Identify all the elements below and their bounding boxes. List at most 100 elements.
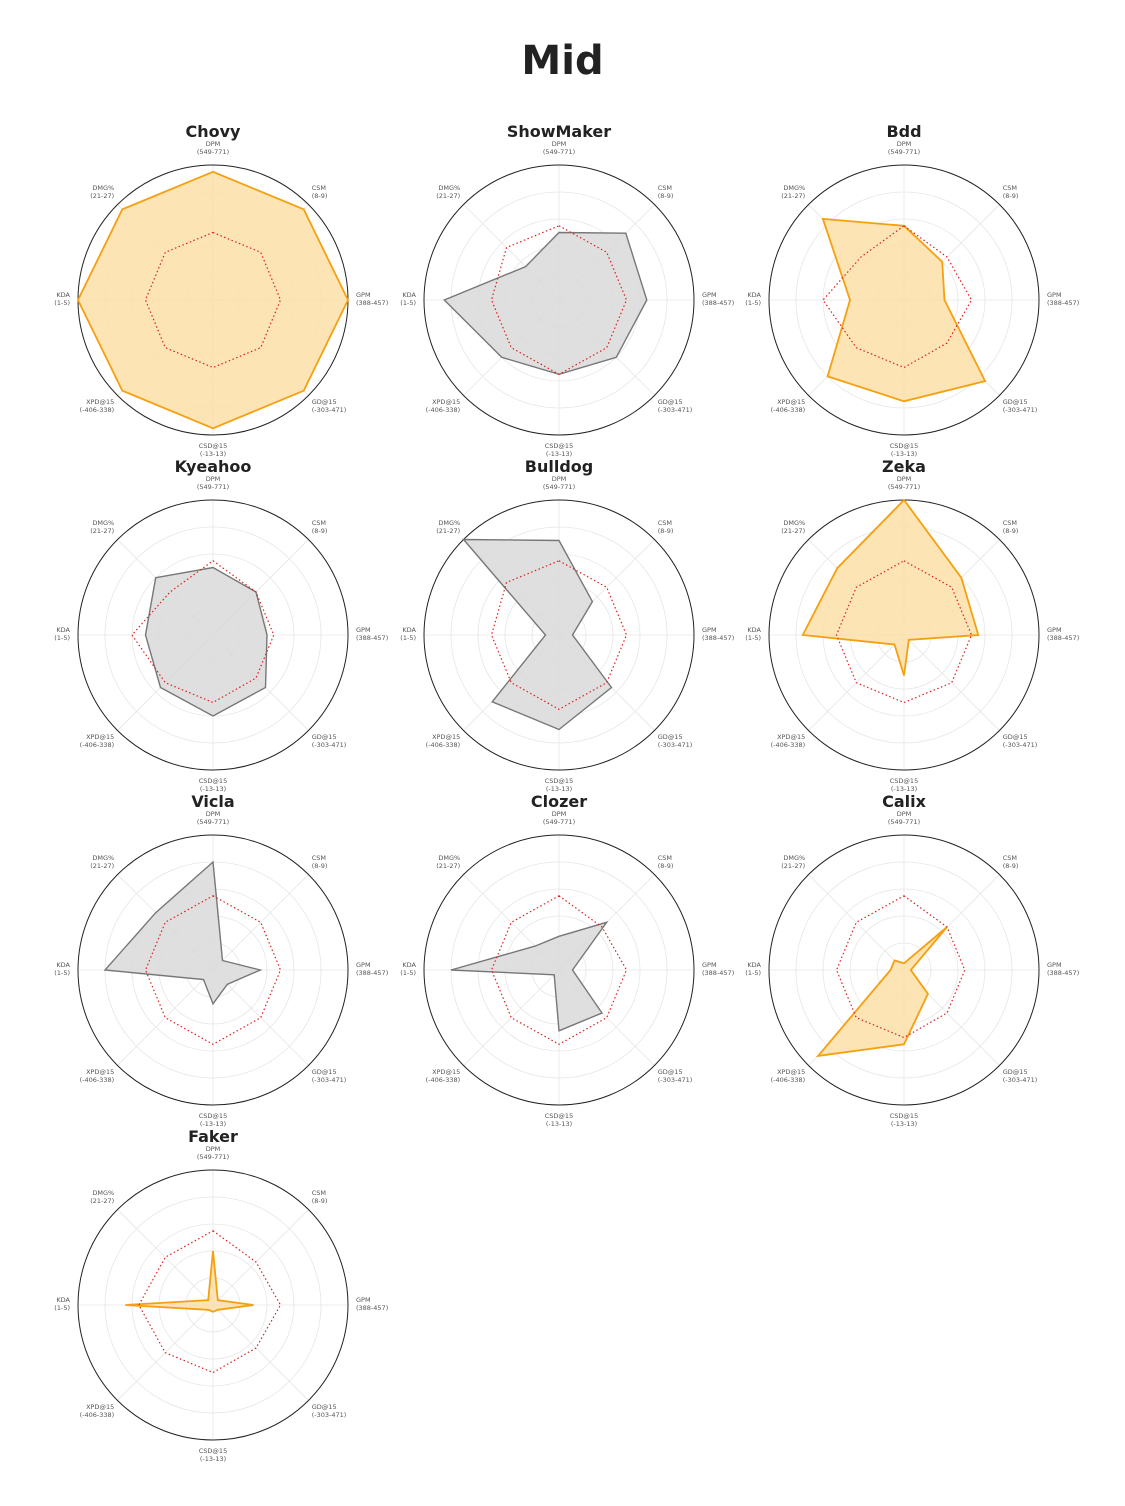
axis-label-name: GD@15: [312, 1068, 337, 1076]
average-polygon: [490, 895, 628, 1045]
axis-label-range: (388-457): [702, 299, 734, 307]
axis-label: DPM (549-771): [888, 140, 920, 156]
grid-spoke: [212, 1209, 309, 1306]
axis-label-range: (-13-13): [200, 1120, 226, 1128]
axis-label-name: CSM: [658, 854, 672, 862]
axis-label: GD@15 (-303-471): [1003, 733, 1038, 749]
axis-label-range: (21-27): [90, 192, 114, 200]
grid-spoke: [212, 874, 309, 971]
chart-title: Faker: [188, 1127, 238, 1146]
axis-label-range: (21-27): [436, 527, 460, 535]
axis-label-range: (21-27): [436, 862, 460, 870]
axis-label: CSD@15 (-13-13): [890, 777, 918, 793]
axis-label-range: (-13-13): [891, 785, 917, 793]
axis-label: CSM (8-9): [658, 519, 674, 535]
player-polygon: [443, 231, 648, 376]
axis-label-name: GPM: [702, 961, 717, 969]
axis-label-name: XPD@15: [86, 398, 114, 406]
player-polygon: [125, 1250, 254, 1313]
grid-spoke: [903, 634, 1000, 731]
outer-ring: [423, 164, 695, 436]
average-polygon: [490, 225, 628, 375]
axis-label-name: CSM: [1003, 854, 1017, 862]
axis-label: GPM (388-457): [356, 626, 388, 642]
axis-label-range: (8-9): [1003, 192, 1019, 200]
axis-label-name: GD@15: [312, 733, 337, 741]
axis-label-name: GPM: [356, 626, 371, 634]
axis-label-name: KDA: [56, 961, 70, 969]
axis-label-range: (-13-13): [891, 1120, 917, 1128]
axis-label-range: (549-771): [197, 818, 229, 826]
player-polygon: [801, 498, 980, 676]
chart-title: Clozer: [531, 792, 587, 811]
radar-chart-chovy: DPM (549-771) CSM (8-9) GPM (388-457) GD@15 (-3…: [54, 122, 388, 458]
axis-label: GPM (388-457): [1047, 291, 1079, 307]
radar-chart-bdd: DPM (549-771) CSM (8-9) GPM (388-457) GD@15 (-3…: [745, 122, 1079, 458]
axis-label-range: (8-9): [312, 1197, 328, 1205]
axis-label-name: GPM: [1047, 626, 1062, 634]
axis-label-range: (-303-471): [312, 1076, 347, 1084]
outer-ring: [77, 1169, 349, 1441]
axis-label-range: (549-771): [888, 148, 920, 156]
axis-label-name: DPM: [552, 810, 567, 818]
chart-title: Zeka: [882, 457, 926, 476]
axis-label-range: (-13-13): [546, 1120, 572, 1128]
axis-label: CSD@15 (-13-13): [545, 777, 573, 793]
axis-label-name: DMG%: [92, 184, 114, 192]
axis-label-name: CSD@15: [199, 442, 227, 450]
axis-label-range: (8-9): [658, 192, 674, 200]
axis-label-range: (388-457): [1047, 969, 1079, 977]
axis-label: GPM (388-457): [1047, 961, 1079, 977]
axis-label-name: CSM: [1003, 184, 1017, 192]
axis-label-name: DPM: [897, 140, 912, 148]
axis-label-name: XPD@15: [86, 733, 114, 741]
axis-label: GD@15 (-303-471): [658, 398, 693, 414]
axis-label-name: KDA: [402, 291, 416, 299]
axis-label-range: (-406-338): [426, 1076, 461, 1084]
axis-label-name: DPM: [206, 475, 221, 483]
radar-chart-clozer: DPM (549-771) CSM (8-9) GPM (388-457) GD@15 (-3…: [400, 792, 734, 1128]
axis-label: DPM (549-771): [543, 475, 575, 491]
axis-label: XPD@15 (-406-338): [771, 733, 806, 749]
axis-label-range: (-406-338): [426, 741, 461, 749]
axis-label-range: (8-9): [1003, 527, 1019, 535]
radar-chart-showmaker: DPM (549-771) CSM (8-9) GPM (388-457) GD@15 (-3…: [400, 122, 734, 458]
axis-label-name: GD@15: [1003, 398, 1028, 406]
chart-title: Bdd: [886, 122, 921, 141]
axis-label-range: (549-771): [197, 483, 229, 491]
axis-label-range: (549-771): [543, 148, 575, 156]
axis-label: GPM (388-457): [702, 291, 734, 307]
axis-label-name: DPM: [897, 475, 912, 483]
axis-label: XPD@15 (-406-338): [80, 398, 115, 414]
axis-label-name: KDA: [56, 291, 70, 299]
axis-label-range: (388-457): [1047, 299, 1079, 307]
grid-spoke: [117, 969, 214, 1066]
axis-label-name: DMG%: [783, 854, 805, 862]
axis-label: KDA (1-5): [745, 961, 761, 977]
axis-label-name: CSD@15: [199, 1112, 227, 1120]
axis-label-range: (-303-471): [658, 741, 693, 749]
axis-label-range: (8-9): [312, 527, 328, 535]
outer-ring: [768, 164, 1040, 436]
axis-label-name: KDA: [747, 961, 761, 969]
axis-label-range: (8-9): [312, 862, 328, 870]
axis-label-name: CSM: [658, 184, 672, 192]
axis-label-range: (1-5): [54, 299, 70, 307]
axis-label-name: DPM: [206, 810, 221, 818]
axis-label: XPD@15 (-406-338): [426, 733, 461, 749]
axis-label-name: CSM: [312, 854, 326, 862]
axis-label: CSD@15 (-13-13): [199, 777, 227, 793]
grid-spoke: [808, 874, 905, 971]
axis-label-name: CSM: [312, 1189, 326, 1197]
axis-label-range: (-406-338): [80, 741, 115, 749]
axis-label: CSM (8-9): [1003, 519, 1019, 535]
player-polygon: [450, 921, 609, 1032]
axis-label-name: CSD@15: [199, 1447, 227, 1455]
axis-label: DPM (549-771): [543, 810, 575, 826]
axis-label: DMG% (21-27): [90, 854, 114, 870]
axis-label-name: DPM: [206, 140, 221, 148]
axis-label: DMG% (21-27): [90, 1189, 114, 1205]
axis-label-name: KDA: [402, 961, 416, 969]
chart-title: Calix: [882, 792, 927, 811]
